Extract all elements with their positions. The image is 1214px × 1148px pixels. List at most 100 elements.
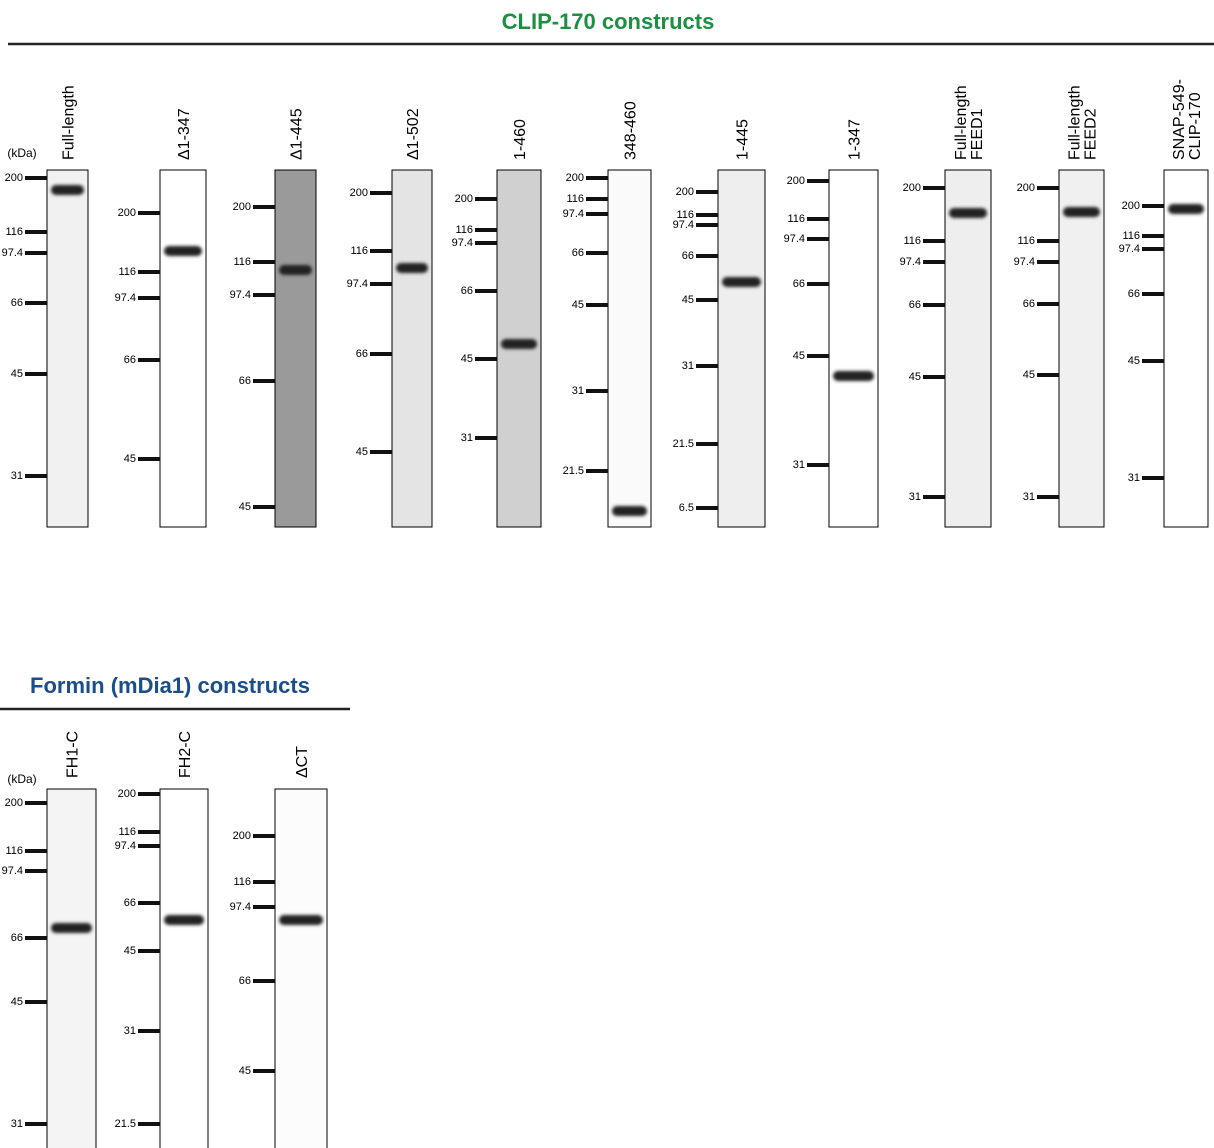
- marker-label: 116: [787, 213, 805, 225]
- marker-label: 200: [118, 207, 136, 219]
- marker-label: 31: [572, 385, 584, 397]
- marker-label: 66: [11, 297, 23, 309]
- marker-tick: [25, 251, 47, 255]
- marker-label: 45: [1023, 369, 1035, 381]
- marker-label: 45: [909, 371, 921, 383]
- marker-tick: [25, 849, 47, 853]
- marker-label: 45: [793, 350, 805, 362]
- lane-label: Full-length: [61, 85, 78, 160]
- marker-label: 97.4: [230, 901, 251, 913]
- marker-label: 31: [1023, 491, 1035, 503]
- marker-label: 116: [903, 235, 921, 247]
- protein-band: [279, 265, 312, 275]
- marker-label: 116: [1122, 230, 1140, 242]
- unit-label: (kDa): [7, 146, 36, 160]
- lane-label: FEED2: [1083, 108, 1100, 160]
- marker-label: 200: [1122, 200, 1140, 212]
- marker-label: 97.4: [673, 219, 694, 231]
- marker-label: 21.5: [563, 465, 584, 477]
- marker-label: 31: [909, 491, 921, 503]
- marker-tick: [25, 230, 47, 234]
- marker-label: 97.4: [900, 256, 921, 268]
- marker-label: 45: [239, 501, 251, 513]
- marker-tick: [253, 880, 275, 884]
- protein-band: [833, 371, 874, 381]
- marker-label: 97.4: [2, 865, 23, 877]
- marker-label: 21.5: [673, 438, 694, 450]
- marker-tick: [475, 241, 497, 245]
- marker-label: 97.4: [784, 233, 805, 245]
- marker-tick: [475, 197, 497, 201]
- marker-tick: [1142, 359, 1164, 363]
- marker-label: 6.5: [679, 502, 694, 514]
- marker-label: 45: [572, 299, 584, 311]
- marker-tick: [586, 251, 608, 255]
- marker-label: 45: [11, 368, 23, 380]
- marker-label: 45: [124, 453, 136, 465]
- marker-label: 116: [350, 245, 368, 257]
- section-title: CLIP-170 constructs: [502, 9, 715, 34]
- marker-tick: [923, 495, 945, 499]
- marker-tick: [138, 949, 160, 953]
- lane-label: Δ1-445: [289, 108, 306, 160]
- marker-label: 66: [909, 299, 921, 311]
- unit-label: (kDa): [7, 772, 36, 786]
- marker-label: 200: [350, 187, 368, 199]
- marker-tick: [138, 296, 160, 300]
- marker-tick: [696, 190, 718, 194]
- marker-tick: [1037, 495, 1059, 499]
- marker-tick: [370, 249, 392, 253]
- marker-label: 200: [233, 201, 251, 213]
- marker-tick: [696, 223, 718, 227]
- marker-tick: [923, 186, 945, 190]
- protein-band: [279, 915, 323, 925]
- gel-lane: [718, 170, 765, 527]
- figure: CLIP-170 constructs (kDa) Full-length 200 11…: [0, 0, 1214, 1148]
- marker-label: 66: [124, 354, 136, 366]
- marker-label: 66: [1023, 298, 1035, 310]
- marker-label: 200: [5, 172, 23, 184]
- marker-tick: [586, 176, 608, 180]
- lane-label: Δ1-502: [405, 108, 422, 160]
- marker-label: 31: [793, 459, 805, 471]
- marker-tick: [253, 505, 275, 509]
- marker-tick: [138, 270, 160, 274]
- marker-tick: [586, 212, 608, 216]
- lane-label: CLIP-170: [1187, 92, 1204, 160]
- marker-label: 200: [787, 175, 805, 187]
- gel-lane: [608, 170, 651, 527]
- marker-label: 97.4: [230, 289, 251, 301]
- marker-label: 200: [118, 788, 136, 800]
- gel-lane: [47, 789, 96, 1148]
- marker-label: 66: [461, 285, 473, 297]
- marker-label: 31: [461, 432, 473, 444]
- gel-lane: [829, 170, 878, 527]
- protein-band: [51, 185, 84, 195]
- marker-tick: [1037, 373, 1059, 377]
- marker-label: 97.4: [1014, 256, 1035, 268]
- marker-tick: [138, 830, 160, 834]
- marker-tick: [370, 352, 392, 356]
- marker-tick: [475, 357, 497, 361]
- marker-tick: [1142, 234, 1164, 238]
- lane-label: 1-347: [847, 119, 864, 160]
- protein-band: [612, 506, 647, 516]
- marker-tick: [696, 213, 718, 217]
- marker-tick: [138, 792, 160, 796]
- marker-label: 97.4: [115, 292, 136, 304]
- marker-tick: [807, 179, 829, 183]
- marker-label: 66: [356, 348, 368, 360]
- marker-label: 31: [1128, 472, 1140, 484]
- marker-label: 66: [239, 975, 251, 987]
- protein-band: [1063, 207, 1100, 217]
- marker-tick: [253, 979, 275, 983]
- marker-label: 200: [233, 830, 251, 842]
- marker-tick: [807, 354, 829, 358]
- marker-tick: [807, 217, 829, 221]
- gel-lane: [392, 170, 432, 527]
- marker-tick: [696, 506, 718, 510]
- marker-label: 45: [239, 1065, 251, 1077]
- marker-label: 66: [572, 247, 584, 259]
- marker-label: 45: [1128, 355, 1140, 367]
- marker-label: 45: [124, 945, 136, 957]
